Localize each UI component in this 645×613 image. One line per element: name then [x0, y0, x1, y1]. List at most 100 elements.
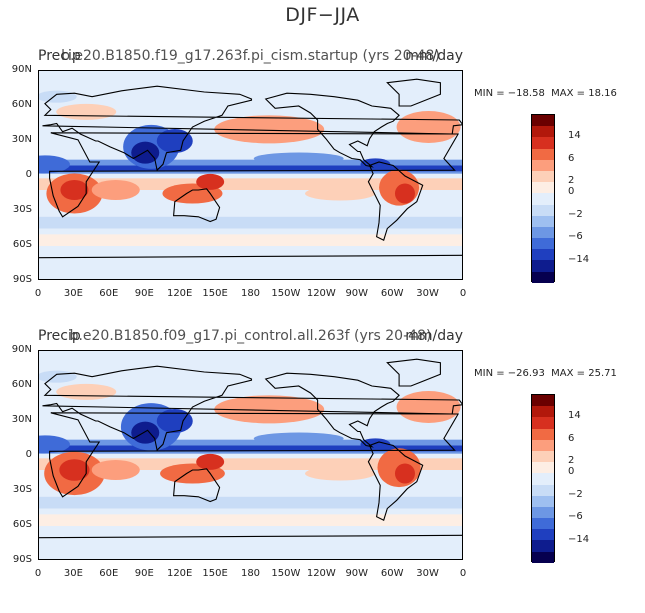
colorbar-swatch — [532, 115, 554, 127]
coastline-2 — [173, 188, 221, 223]
latitude-tick-label: 60S — [12, 519, 32, 530]
colorbar-tick-label: 14 — [568, 410, 581, 422]
longitude-tick-label: 30E — [63, 288, 83, 299]
longitude-tick-label: 120W — [306, 568, 336, 579]
latitude-tick-label: 90N — [11, 64, 32, 75]
panel-units-label: mm/day — [405, 328, 463, 344]
amazon-wet-core — [394, 463, 415, 484]
longitude-tick-label: 60E — [99, 288, 119, 299]
amazon-wet-core — [394, 183, 415, 204]
india-dry-core — [131, 421, 160, 444]
colorbar-swatch — [532, 215, 554, 227]
coastline-3 — [367, 441, 424, 521]
north-pacific-wet-anomaly — [214, 115, 325, 144]
longitude-tick-label: 0 — [459, 568, 467, 579]
spcz-wet-band — [39, 458, 462, 470]
latitude-tick-label: 60N — [11, 99, 32, 110]
colorbar-swatch — [532, 395, 554, 407]
latitude-tick-label: 30N — [11, 134, 32, 145]
colorbar-tick-label: −6 — [568, 511, 583, 523]
colorbar-swatch — [532, 271, 554, 283]
panel-variable-label: Precip — [38, 328, 81, 344]
latitude-tick-label: 30S — [12, 484, 32, 495]
itcz-core-band — [39, 445, 462, 452]
east-pacific-dry-anomaly — [253, 432, 344, 445]
coastline-1 — [42, 85, 462, 172]
southern-storm-band — [39, 234, 462, 246]
longitude-tick-label: 120E — [166, 568, 193, 579]
latitude-tick-label: 0 — [25, 449, 32, 460]
colorbar-tick-label: 14 — [568, 130, 581, 142]
coastline-5 — [386, 358, 441, 387]
colorbar-swatch — [532, 260, 554, 272]
latitude-tick-label: 30S — [12, 204, 32, 215]
max-value: MAX = 25.71 — [551, 368, 617, 379]
spcz-wet-band — [39, 178, 462, 190]
max-value: MAX = 18.16 — [551, 88, 617, 99]
longitude-tick-label: 90W — [345, 288, 369, 299]
colorbar-swatch — [532, 551, 554, 563]
latitude-tick-label: 30N — [11, 414, 32, 425]
antarctica-coastline — [39, 254, 462, 259]
longitude-tick-label: 180 — [240, 568, 261, 579]
maritime-wet-core — [196, 173, 225, 190]
colorbar-tick-label: 0 — [568, 186, 575, 198]
colorbar-swatch — [532, 406, 554, 418]
colorbar-swatch — [532, 518, 554, 530]
colorbar-swatch — [532, 126, 554, 138]
min-max-readout: MIN = −26.93 MAX = 25.71 — [474, 368, 617, 379]
latitude-tick-label: 60S — [12, 239, 32, 250]
colorbar-swatch — [532, 417, 554, 429]
colorbar-tick-label: −6 — [568, 231, 583, 243]
latitude-tick-label: 0 — [25, 169, 32, 180]
coastline-1 — [42, 365, 462, 452]
min-value: MIN = −18.58 — [474, 88, 545, 99]
latitude-tick-label: 90S — [12, 554, 32, 565]
colorbar-swatch — [532, 182, 554, 194]
panel-title: Precip b.e20.B1850.f19_g17.263f.pi_cism.… — [38, 48, 463, 68]
eurasia-wet-anomaly — [56, 103, 117, 120]
longitude-tick-label: 0 — [34, 288, 42, 299]
antarctica-coastline — [39, 534, 462, 539]
latitude-tick-label: 60N — [11, 379, 32, 390]
colorbar — [531, 394, 555, 563]
coastline-3 — [367, 161, 424, 241]
central-america-dry-anomaly — [360, 158, 391, 171]
longitude-tick-label: 0 — [459, 288, 467, 299]
panel-case-label: b.e20.B1850.f09_g17.pi_control.all.263f … — [69, 328, 432, 344]
colorbar-swatch — [532, 159, 554, 171]
precip-difference-map — [38, 350, 463, 560]
colorbar-tick-label: 2 — [568, 455, 575, 467]
latitude-tick-label: 90N — [11, 344, 32, 355]
colorbar-swatch — [532, 226, 554, 239]
indian-ocean-wet-anomaly — [91, 460, 140, 480]
sahel-dry-anomaly — [39, 435, 70, 454]
colorbar-swatch — [532, 137, 554, 149]
colorbar-tick-label: 2 — [568, 175, 575, 187]
colorbar-swatch — [532, 428, 554, 440]
maritime-wet-core — [196, 453, 225, 470]
southern-midlat-band — [39, 216, 462, 229]
colorbar-tick-label: −2 — [568, 488, 583, 500]
colorbar-swatch — [532, 540, 554, 552]
longitude-tick-label: 30E — [63, 568, 83, 579]
north-atlantic-wet-anomaly — [396, 391, 461, 423]
latitude-tick-label: 90S — [12, 274, 32, 285]
indian-ocean-wet-anomaly — [91, 180, 140, 200]
south-pacific-wet-anomaly — [305, 186, 376, 201]
colorbar-swatch — [532, 170, 554, 183]
colorbar-tick-label: −14 — [568, 253, 590, 265]
colorbar-tick-label: 0 — [568, 466, 575, 478]
central-america-dry-anomaly — [360, 438, 391, 451]
colorbar-swatch — [532, 193, 554, 205]
coastline-4 — [264, 372, 400, 448]
colorbar-swatch — [532, 506, 554, 519]
longitude-tick-label: 30W — [416, 288, 439, 299]
south-africa-wet-core — [59, 459, 90, 481]
panel-2: Precip b.e20.B1850.f09_g17.pi_control.al… — [0, 328, 645, 613]
north-atlantic-wet-anomaly — [396, 111, 461, 143]
precip-difference-map — [38, 70, 463, 280]
colorbar-tick-label: −2 — [568, 208, 583, 220]
colorbar-swatch — [532, 204, 554, 216]
longitude-tick-label: 120W — [306, 288, 336, 299]
